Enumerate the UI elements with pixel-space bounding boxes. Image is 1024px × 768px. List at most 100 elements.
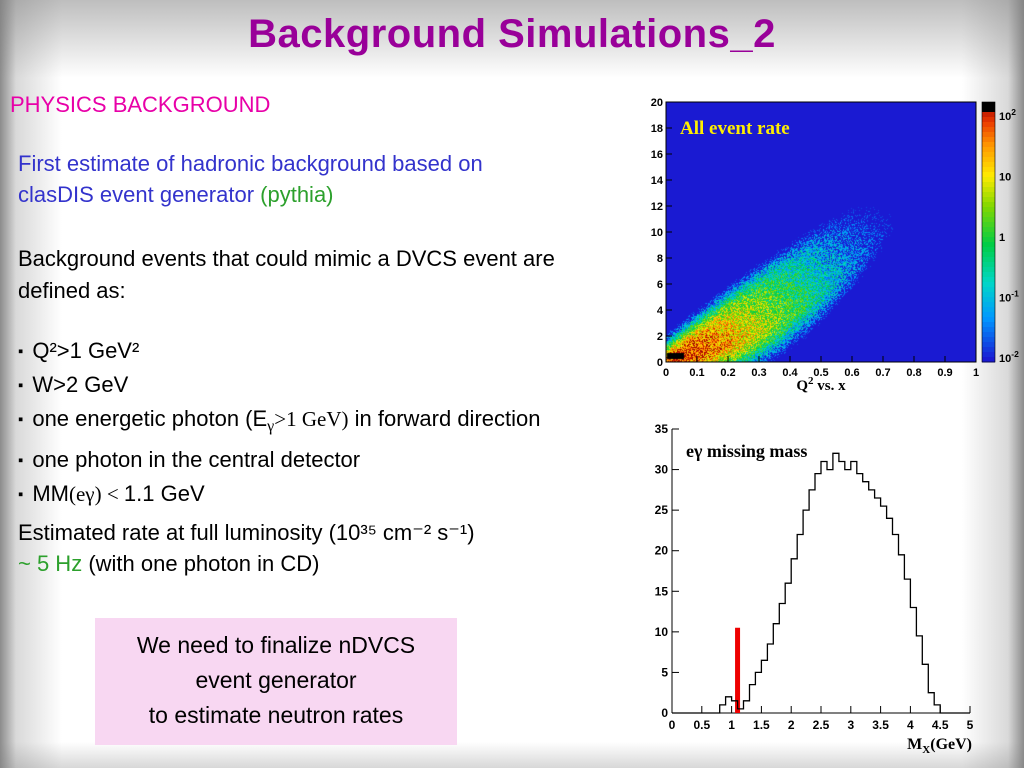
y-tick-label: 0	[661, 706, 668, 720]
colorbar-segment	[982, 292, 995, 298]
y-tick-label: 5	[661, 665, 668, 679]
x-tick-label: 0.6	[844, 367, 859, 379]
y-tick-label: 12	[651, 201, 663, 213]
xlabel-sub: X	[922, 744, 930, 756]
definition-paragraph: Background events that could mimic a DVC…	[18, 243, 555, 307]
rate-paragraph: Estimated rate at full luminosity (10³⁵ …	[18, 517, 475, 579]
x-tick-label: 3.5	[872, 718, 889, 732]
colorbar-segment	[982, 152, 995, 158]
colorbar-segment	[982, 282, 995, 288]
colorbar-segment	[982, 302, 995, 308]
colorbar-segment	[982, 107, 995, 113]
colorbar-segment	[982, 337, 995, 343]
colorbar-segment	[982, 242, 995, 248]
colorbar-segment	[982, 122, 995, 128]
y-tick-label: 30	[655, 463, 669, 477]
rate-value: ~ 5 Hz	[18, 551, 83, 576]
colorbar-label-base: 1	[999, 232, 1005, 244]
intro-line2-green: (pythia)	[260, 182, 334, 207]
colorbar-segment	[982, 157, 995, 163]
x-axis-label: MX(GeV)	[907, 736, 972, 756]
colorbar-label-exp: -2	[1011, 349, 1019, 359]
colorbar-segment	[982, 207, 995, 213]
colorbar-segment	[982, 247, 995, 253]
colorbar-segment	[982, 212, 995, 218]
bullet-forward-photon-pre: one energetic photon (E	[32, 406, 268, 431]
bullet-q2-cut: ▪ Q²>1 GeV²	[18, 334, 540, 368]
colorbar-segment	[982, 182, 995, 188]
x-tick-label: 1	[728, 718, 735, 732]
colorbar-segment	[982, 147, 995, 153]
colorbar-segment	[982, 327, 995, 333]
colorbar-label-exp: -1	[1011, 289, 1019, 299]
y-tick-label: 2	[657, 331, 663, 343]
colorbar-frame	[981, 101, 996, 363]
colorbar-segment	[982, 312, 995, 318]
bullet-list: ▪ Q²>1 GeV² ▪ W>2 GeV ▪ one energetic photo…	[18, 334, 540, 511]
bullet-square-icon: ▪	[18, 377, 24, 394]
colorbar-segment	[982, 267, 995, 273]
y-tick-label: 4	[657, 305, 664, 317]
x-tick-label: 0.4	[782, 367, 798, 379]
histogram-steps	[672, 452, 970, 714]
colorbar-segment	[982, 317, 995, 323]
x-tick-label: 2	[788, 718, 795, 732]
x-tick-label: 0.5	[693, 718, 710, 732]
slide-title: Background Simulations_2	[248, 12, 776, 56]
x-tick-label: 4	[907, 718, 914, 732]
heatmap-annotation: All event rate	[680, 118, 790, 139]
colorbar-segment	[982, 192, 995, 198]
bullet-w-cut: ▪ W>2 GeV	[18, 368, 540, 402]
colorbar-segment	[982, 132, 995, 138]
colorbar-segment	[982, 287, 995, 293]
heatmap-caption: Q2 vs. x	[796, 375, 846, 394]
intro-line1-text: First estimate of hadronic background ba…	[18, 151, 483, 176]
x-tick-label: 0.5	[813, 367, 828, 379]
colorbar-label: 10-2	[999, 349, 1019, 365]
colorbar-label: 10-1	[999, 289, 1019, 305]
y-tick-label: 8	[657, 253, 663, 265]
bullet-square-icon: ▪	[18, 343, 24, 360]
y-tick-label: 15	[655, 584, 669, 598]
intro-paragraph: First estimate of hadronic background ba…	[18, 148, 483, 210]
y-tick-label: 20	[655, 544, 669, 558]
colorbar-segment	[982, 342, 995, 348]
colorbar-segment	[982, 172, 995, 178]
colorbar-segment	[982, 127, 995, 133]
bullet-mm-post: 1.1 GeV	[123, 481, 205, 506]
bullet-square-icon: ▪	[18, 411, 24, 428]
bullet-central-photon-text: one photon in the central detector	[32, 447, 361, 472]
x-tick-label: 4.5	[932, 718, 949, 732]
colorbar-label-base: 10	[999, 111, 1011, 123]
y-tick-label: 10	[655, 625, 669, 639]
colorbar-segment	[982, 217, 995, 223]
colorbar-segment	[982, 357, 995, 363]
bullet-mm-pre: MM	[32, 481, 69, 506]
bullet-forward-photon-post: in forward direction	[348, 406, 541, 431]
xlabel-post: (GeV)	[930, 736, 972, 753]
colorbar-segment	[982, 227, 995, 233]
y-tick-label: 20	[651, 97, 663, 109]
colorbar-segment	[982, 142, 995, 148]
colorbar-segment	[982, 162, 995, 168]
y-tick-label: 6	[657, 279, 663, 291]
x-tick-label: 2.5	[813, 718, 830, 732]
colorbar-label: 1	[999, 232, 1005, 244]
colorbar-segment	[982, 197, 995, 203]
caption-pre: Q	[796, 378, 808, 394]
rate-line1: Estimated rate at full luminosity (10³⁵ …	[18, 520, 475, 545]
colorbar-segment	[982, 347, 995, 353]
note-box-line3: to estimate neutron rates	[148, 702, 404, 728]
x-tick-label: 5	[967, 718, 974, 732]
rate-line2: ~ 5 Hz (with one photon in CD)	[18, 548, 475, 579]
y-tick-label: 35	[655, 422, 669, 436]
bullet-square-icon: ▪	[18, 452, 24, 469]
intro-line1: First estimate of hadronic background ba…	[18, 148, 483, 179]
x-tick-label: 0.2	[720, 367, 735, 379]
colorbar-segment	[982, 117, 995, 123]
y-tick-label: 16	[651, 149, 663, 161]
x-tick-label: 0.9	[937, 367, 952, 379]
colorbar-label-base: 10	[999, 293, 1011, 305]
heatmap-raster	[666, 102, 976, 362]
